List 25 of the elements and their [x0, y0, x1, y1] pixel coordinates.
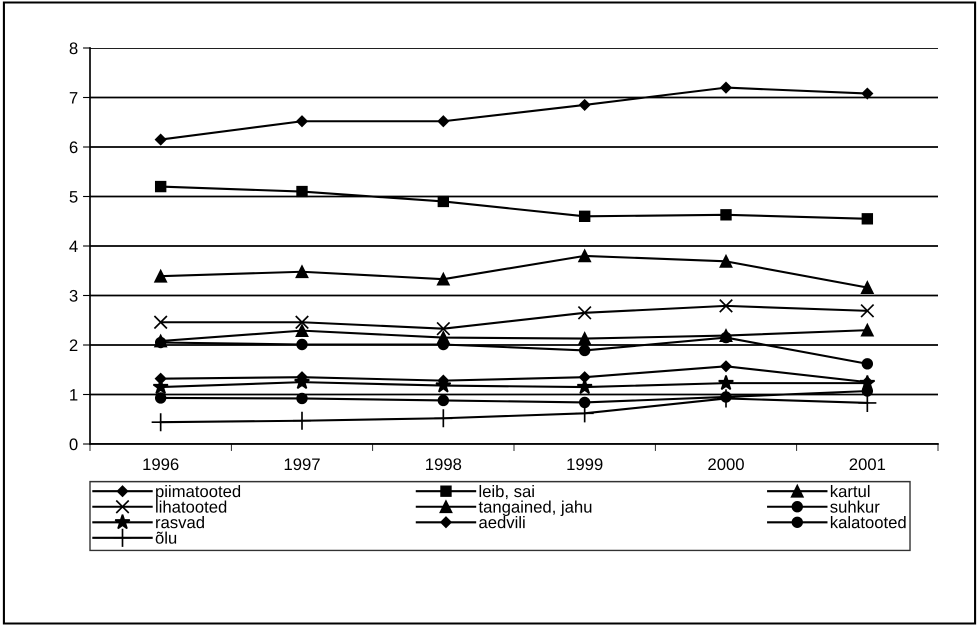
x-tick-label: 1997 — [284, 458, 320, 470]
y-tick-label: 4 — [69, 240, 78, 252]
x-tick-label: 1996 — [143, 458, 178, 470]
legend-label: aedvili — [479, 516, 525, 528]
x-tick-label: 2001 — [850, 458, 886, 470]
y-tick-label: 5 — [70, 191, 78, 203]
legend-label: suhkur — [830, 500, 880, 513]
y-tick-label: 2 — [70, 339, 78, 352]
x-tick-label: 2000 — [708, 458, 744, 470]
y-tick-label: 8 — [70, 42, 78, 54]
legend-label: kartul — [830, 484, 870, 498]
legend-label: rasvad — [156, 516, 204, 528]
y-tick-label: 0 — [70, 438, 78, 450]
y-tick-label: 3 — [70, 290, 78, 302]
legend-label: piimatooted — [156, 484, 240, 500]
y-tick-label: 1 — [70, 389, 78, 401]
x-tick-label: 1999 — [567, 458, 602, 470]
legend-label: lihatooted — [156, 500, 226, 513]
legend-label: kalatooted — [830, 516, 906, 528]
legend-label: leib, sai — [480, 484, 534, 500]
x-tick-label: 1998 — [426, 458, 462, 470]
y-tick-label: 7 — [70, 92, 78, 104]
legend-label: tangained, jahu — [478, 500, 592, 516]
y-tick-label: 6 — [70, 141, 78, 154]
legend-label: õlu — [156, 532, 176, 544]
